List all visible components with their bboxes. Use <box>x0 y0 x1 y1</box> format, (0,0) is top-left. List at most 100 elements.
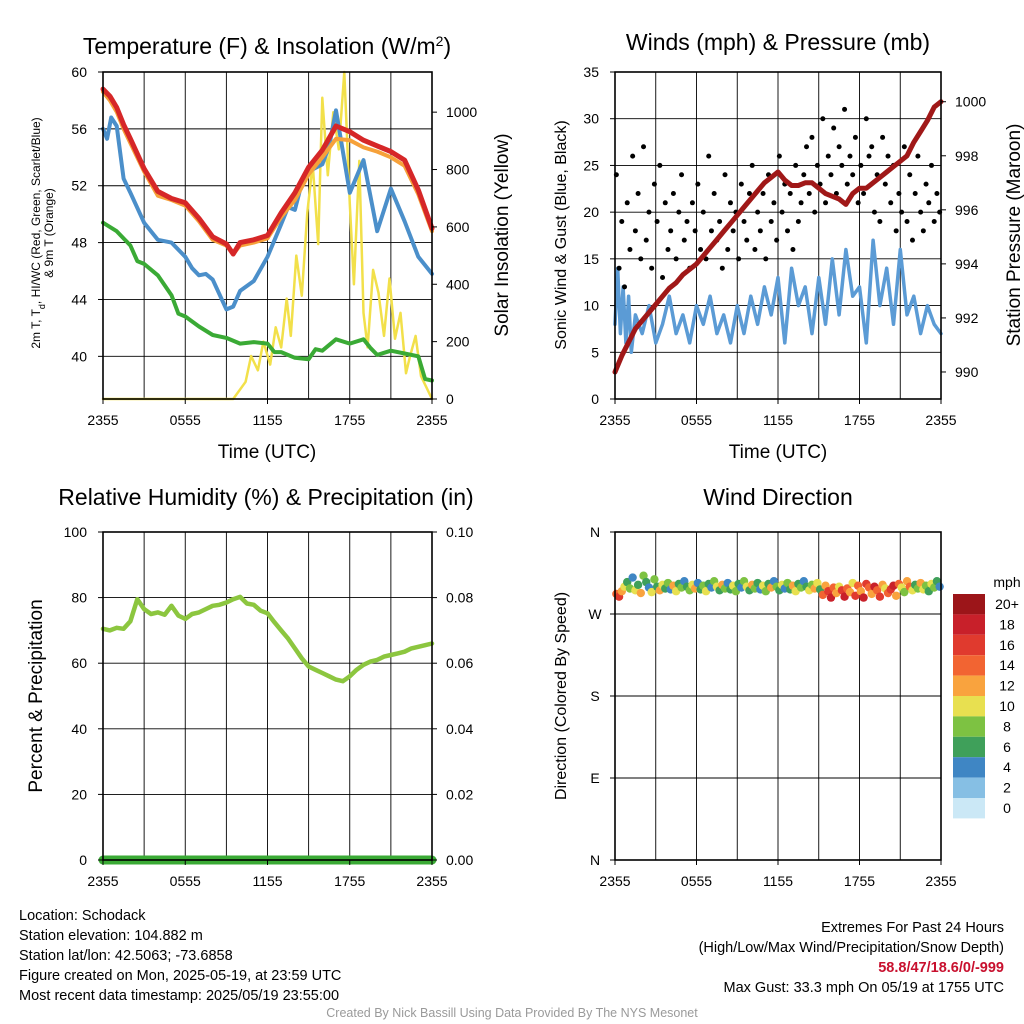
gust-point <box>771 200 777 206</box>
gust-point <box>809 134 815 140</box>
gust-point <box>646 209 652 215</box>
y2-tick-label: 1000 <box>446 104 477 120</box>
gust-point <box>752 247 758 253</box>
gust-point <box>706 153 712 159</box>
direction-point <box>935 582 944 591</box>
panel-winds: 2355 0555 1155 1755 235505101520253035990992… <box>553 29 1024 463</box>
gust-point <box>679 172 685 178</box>
gust-point <box>885 153 891 159</box>
gust-point <box>760 190 766 196</box>
y2-tick-label: 996 <box>955 202 979 218</box>
series-pressure <box>612 99 944 375</box>
chart-title: Winds (mph) & Pressure (mb) <box>626 29 930 55</box>
gust-point <box>619 218 625 224</box>
station-latlon: Station lat/lon: 42.5063; -73.6858 <box>19 948 233 964</box>
gust-point <box>918 209 924 215</box>
legend-swatch <box>953 655 985 676</box>
y2-axis-label: Solar Insolation (Yellow) <box>492 133 513 336</box>
direction-point <box>900 587 909 597</box>
gust-point <box>635 190 641 196</box>
legend-swatch <box>953 675 985 696</box>
gust-point <box>711 190 717 196</box>
x-tick-label: 1155 <box>763 412 793 428</box>
gust-point <box>641 144 647 150</box>
station-elevation: Station elevation: 104.882 m <box>19 928 203 944</box>
y2-tick-label: 200 <box>446 334 470 350</box>
gust-point <box>842 106 848 112</box>
gust-point <box>657 162 663 168</box>
y-axis-label: Sonic Wind & Gust (Blue, Black) <box>553 120 570 349</box>
x-tick-label: 1155 <box>763 873 793 889</box>
y-tick-label: 40 <box>71 348 87 364</box>
y2-tick-label: 0 <box>446 391 454 407</box>
gust-point <box>804 144 810 150</box>
y-tick-label: 52 <box>71 178 87 194</box>
gust-point <box>863 116 869 122</box>
y2-tick-label: 600 <box>446 219 470 235</box>
y2-tick-label: 800 <box>446 162 470 178</box>
gust-point <box>899 209 905 215</box>
y-tick-label: 60 <box>71 655 87 671</box>
gust-point <box>812 209 818 215</box>
station-info: Location: Schodack Station elevation: 10… <box>19 906 341 1006</box>
gust-point <box>744 237 750 243</box>
x-axis-label: Time (UTC) <box>729 442 828 463</box>
extremes-values: 58.8/47/18.6/0/-999 <box>878 960 1004 976</box>
y-tick-label: 0 <box>79 852 87 868</box>
gust-point <box>670 190 676 196</box>
gust-point <box>795 218 801 224</box>
gust-point <box>738 181 744 187</box>
y-tick-label: 80 <box>71 590 87 606</box>
x-tick-label: 2355 <box>416 873 447 889</box>
y-tick-label: 10 <box>583 298 599 314</box>
y-axis-label: Direction (Colored By Speed) <box>553 592 570 800</box>
x-tick-label: 1155 <box>252 873 282 889</box>
x-tick-label: 2355 <box>925 873 956 889</box>
legend-label: 14 <box>999 657 1015 673</box>
y2-tick-label: 0.06 <box>446 655 473 671</box>
gust-point <box>725 247 731 253</box>
legend-label: 16 <box>999 637 1015 653</box>
y-tick-label: 0 <box>591 391 599 407</box>
gust-point <box>934 190 940 196</box>
gust-point <box>632 228 638 234</box>
x-tick-label: 2355 <box>416 412 447 428</box>
y2-tick-label: 992 <box>955 310 979 326</box>
gust-point <box>928 162 934 168</box>
gust-point <box>676 209 682 215</box>
gust-point <box>638 256 644 262</box>
gust-point <box>907 172 913 178</box>
x-axis-label: Time (UTC) <box>218 442 317 463</box>
gust-point <box>882 181 888 187</box>
gust-point <box>616 265 622 271</box>
gust-point <box>649 265 655 271</box>
credit-line: Created By Nick Bassill Using Data Provi… <box>326 1006 698 1020</box>
panel-temp: 2355 0555 1155 1755 235540444852566002004006… <box>29 33 513 463</box>
legend-swatch <box>953 634 985 656</box>
gust-point <box>847 153 853 159</box>
gust-point <box>719 265 725 271</box>
gust-point <box>833 190 839 196</box>
gust-point <box>871 209 877 215</box>
legend-swatch <box>953 594 985 615</box>
gust-point <box>741 218 747 224</box>
legend-swatch <box>953 736 985 758</box>
x-tick-label: 2355 <box>925 412 956 428</box>
legend-swatch <box>953 716 985 737</box>
direction-point <box>628 573 637 582</box>
gust-point <box>730 228 736 234</box>
station-location: Location: Schodack <box>19 908 146 924</box>
gust-point <box>692 228 698 234</box>
gust-point <box>673 256 679 262</box>
legend-label: 0 <box>1003 800 1011 816</box>
gust-point <box>746 190 752 196</box>
y2-tick-label: 994 <box>955 256 979 272</box>
legend-title: mph <box>993 574 1020 590</box>
gust-point <box>801 172 807 178</box>
gust-point <box>624 200 630 206</box>
x-tick-label: 1755 <box>334 412 365 428</box>
y-tick-label: 100 <box>64 524 88 540</box>
gust-point <box>893 228 899 234</box>
gust-point <box>668 228 674 234</box>
legend-label: 10 <box>999 698 1015 714</box>
